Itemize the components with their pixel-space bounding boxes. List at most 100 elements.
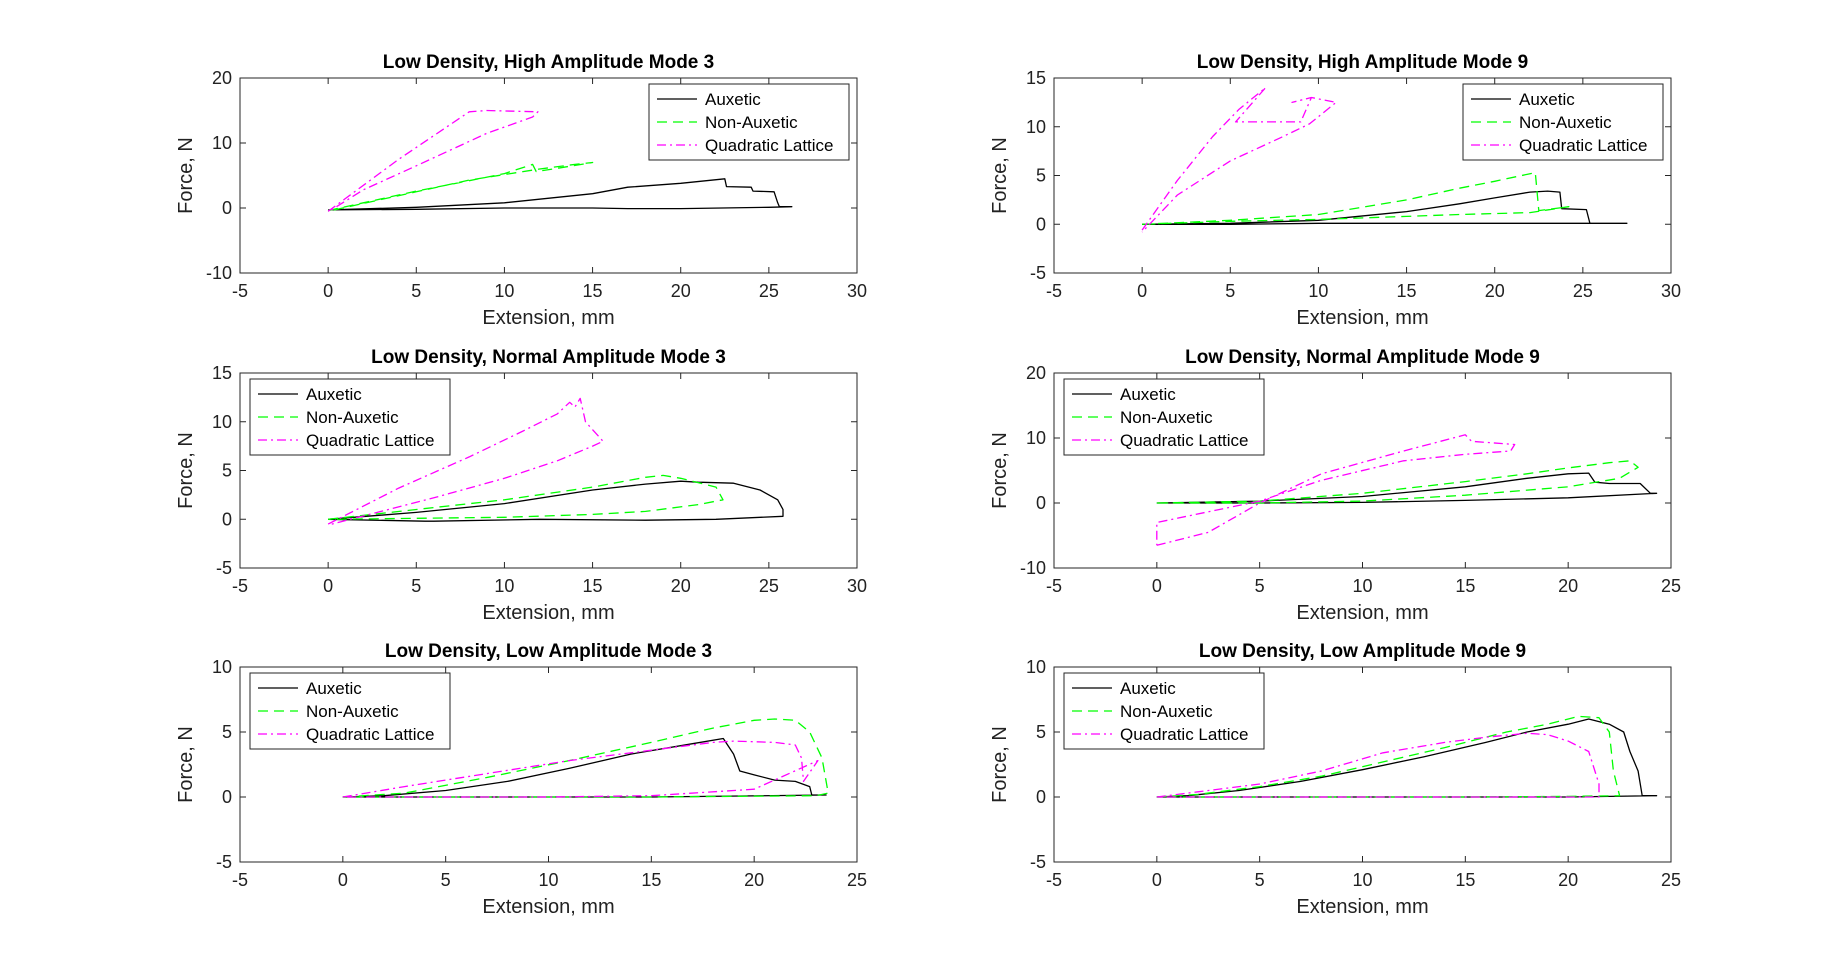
- plot-title: Low Density, Normal Amplitude Mode 3: [371, 347, 726, 368]
- series-line-non-auxetic: [1156, 460, 1639, 504]
- x-tick-label: 20: [1558, 870, 1578, 890]
- y-tick-label: 5: [222, 722, 232, 742]
- legend-entry-label: Non-Auxetic: [1120, 702, 1213, 721]
- x-axis-label: Extension, mm: [482, 602, 614, 624]
- x-tick-label: 15: [1455, 870, 1475, 890]
- plot-title: Low Density, High Amplitude Mode 9: [1197, 52, 1528, 73]
- y-tick-label: -5: [1030, 263, 1046, 283]
- y-axis-label: Force, N: [989, 432, 1011, 509]
- x-tick-label: 10: [538, 870, 558, 890]
- series-line-quadratic-lattice: [327, 109, 539, 213]
- axes-box: [239, 77, 858, 274]
- x-tick-label: 25: [847, 870, 867, 890]
- legend-entry-label: Quadratic Lattice: [306, 725, 435, 744]
- x-tick-label: 5: [1255, 576, 1265, 596]
- x-tick-label: 15: [583, 281, 603, 301]
- x-tick-label: 20: [1558, 576, 1578, 596]
- x-tick-label: -5: [232, 281, 248, 301]
- y-tick-label: -10: [1020, 558, 1046, 578]
- y-tick-label: -10: [206, 263, 232, 283]
- x-tick-label: 20: [671, 281, 691, 301]
- x-tick-label: 20: [1485, 281, 1505, 301]
- series-line-quadratic-lattice: [342, 740, 819, 798]
- legend-entry-label: Non-Auxetic: [306, 408, 399, 427]
- legend: Auxetic Non-Auxetic Quadratic Lattice: [249, 378, 451, 456]
- y-tick-label: 0: [222, 787, 232, 807]
- series-line-quadratic-lattice: [1156, 732, 1600, 798]
- series-line-auxetic: [1156, 718, 1658, 798]
- y-axis-label: Force, N: [175, 432, 197, 509]
- y-tick-label: 5: [1036, 722, 1046, 742]
- y-tick-label: 0: [222, 509, 232, 529]
- x-tick-label: 0: [338, 870, 348, 890]
- y-tick-label: -5: [216, 558, 232, 578]
- x-tick-label: 5: [441, 870, 451, 890]
- y-tick-label: 20: [1026, 363, 1046, 383]
- y-axis-label: Force, N: [989, 726, 1011, 803]
- series-line-auxetic: [1156, 472, 1658, 504]
- x-tick-label: 25: [759, 281, 779, 301]
- x-axis-label: Extension, mm: [1296, 602, 1428, 624]
- x-tick-label: 30: [847, 281, 867, 301]
- x-tick-label: -5: [1046, 870, 1062, 890]
- x-axis-label: Extension, mm: [482, 307, 614, 329]
- x-tick-label: 25: [1573, 281, 1593, 301]
- legend-entry-label: Auxetic: [1120, 679, 1176, 698]
- y-tick-label: 10: [212, 412, 232, 432]
- legend-entry-label: Quadratic Lattice: [705, 136, 834, 155]
- y-axis-label: Force, N: [989, 137, 1011, 214]
- y-tick-label: -5: [216, 852, 232, 872]
- x-tick-label: 0: [323, 576, 333, 596]
- series-line-non-auxetic: [1156, 715, 1621, 798]
- series-line-non-auxetic: [1142, 171, 1570, 225]
- x-tick-label: 15: [1397, 281, 1417, 301]
- subplot-1: Low Density, High Amplitude Mode 3 -5 0 5 10…: [175, 52, 867, 329]
- x-tick-label: 20: [744, 870, 764, 890]
- y-tick-label: 5: [222, 461, 232, 481]
- subplot-5: Low Density, Low Amplitude Mode 3 -5 0 5 10 1…: [175, 641, 867, 918]
- subplot-4: Low Density, Normal Amplitude Mode 9 -5 0 5…: [989, 347, 1681, 624]
- x-tick-label: -5: [232, 870, 248, 890]
- plot-title: Low Density, Normal Amplitude Mode 9: [1185, 347, 1540, 368]
- x-tick-label: 25: [759, 576, 779, 596]
- plot-title: Low Density, Low Amplitude Mode 9: [1199, 641, 1526, 662]
- y-tick-label: 10: [212, 133, 232, 153]
- y-tick-label: 15: [1026, 68, 1046, 88]
- x-tick-label: 30: [1661, 281, 1681, 301]
- y-tick-label: -5: [1030, 852, 1046, 872]
- y-tick-label: 15: [212, 363, 232, 383]
- x-tick-label: 20: [671, 576, 691, 596]
- series-line-non-auxetic: [328, 474, 724, 520]
- x-tick-label: 0: [1137, 281, 1147, 301]
- series-line-auxetic: [328, 178, 793, 211]
- plot-title: Low Density, High Amplitude Mode 3: [383, 52, 714, 73]
- y-tick-label: 0: [1036, 493, 1046, 513]
- x-tick-label: 5: [411, 576, 421, 596]
- legend: Auxetic Non-Auxetic Quadratic Lattice: [1063, 672, 1265, 750]
- legend-entry-label: Auxetic: [1519, 90, 1575, 109]
- series-line-auxetic: [328, 480, 784, 522]
- legend-entry-label: Quadratic Lattice: [1120, 431, 1249, 450]
- x-tick-label: 10: [1352, 870, 1372, 890]
- legend-entry-label: Non-Auxetic: [705, 113, 798, 132]
- legend-entry-label: Quadratic Lattice: [306, 431, 435, 450]
- y-tick-label: 0: [1036, 787, 1046, 807]
- y-tick-label: 5: [1036, 166, 1046, 186]
- x-tick-label: 15: [641, 870, 661, 890]
- legend: Auxetic Non-Auxetic Quadratic Lattice: [648, 83, 850, 161]
- series-line-quadratic-lattice: [327, 397, 604, 526]
- series-line-quadratic-lattice: [1156, 434, 1516, 546]
- x-tick-label: -5: [1046, 281, 1062, 301]
- x-tick-label: 0: [1152, 576, 1162, 596]
- x-tick-label: 25: [1661, 576, 1681, 596]
- legend-entry-label: Non-Auxetic: [1519, 113, 1612, 132]
- y-axis-label: Force, N: [175, 137, 197, 214]
- x-tick-label: 10: [494, 576, 514, 596]
- y-tick-label: 10: [1026, 428, 1046, 448]
- legend-entry-label: Auxetic: [1120, 385, 1176, 404]
- subplot-3: Low Density, Normal Amplitude Mode 3 -5 0 5…: [175, 347, 867, 624]
- series-line-quadratic-lattice: [1141, 87, 1337, 233]
- x-axis-label: Extension, mm: [1296, 307, 1428, 329]
- y-tick-label: 0: [1036, 214, 1046, 234]
